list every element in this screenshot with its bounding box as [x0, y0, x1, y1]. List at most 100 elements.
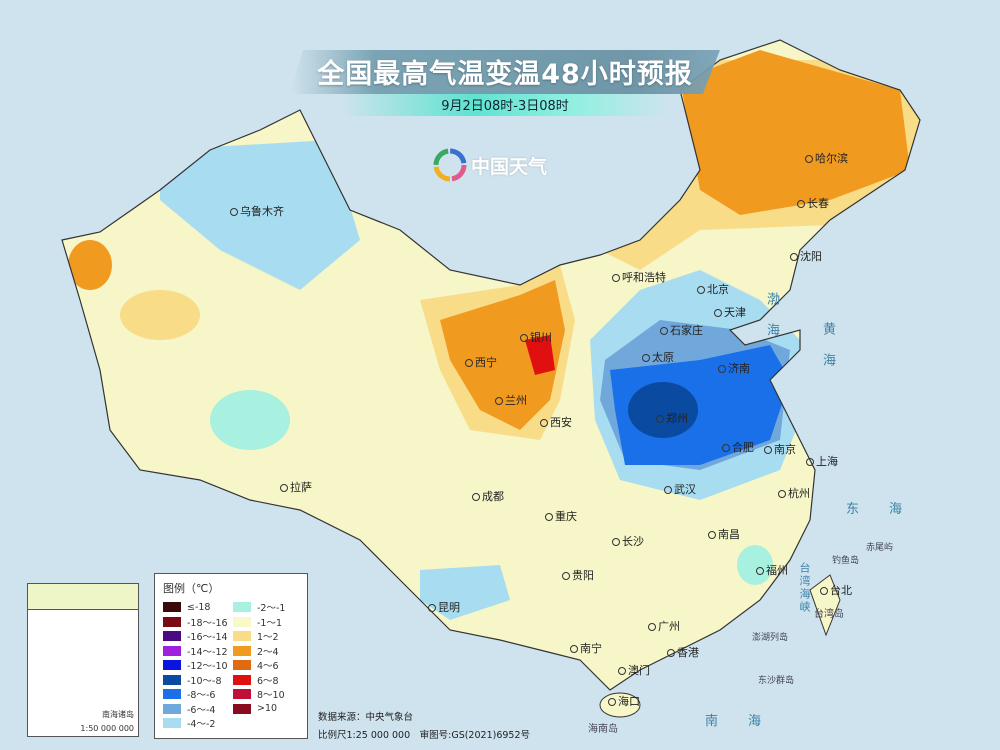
region-warm-patch	[120, 290, 200, 340]
legend-swatch	[163, 674, 181, 685]
city-label: 南京	[764, 443, 796, 456]
city-label: 重庆	[545, 510, 577, 523]
map-subtitle: 9月2日08时-3日08时	[441, 99, 569, 114]
south-china-sea-inset: 南海诸岛 1:50 000 000	[27, 583, 139, 737]
island-label: 东沙群岛	[758, 676, 795, 686]
city-label: 哈尔滨	[805, 152, 848, 165]
island-label: 赤尾屿	[866, 543, 894, 553]
city-label: 澳门	[618, 664, 650, 677]
city-label: 香港	[667, 646, 699, 659]
legend-item: -8～-6	[163, 687, 229, 702]
island-label: 钓鱼岛	[832, 556, 860, 566]
legend-swatch	[163, 718, 181, 729]
legend-swatch	[233, 689, 251, 700]
legend-title: 图例（℃）	[163, 582, 220, 595]
legend-label: -18～-16	[187, 617, 228, 629]
legend-swatch	[233, 703, 251, 714]
region-cool-patch	[210, 390, 290, 450]
city-label: 太原	[642, 351, 674, 364]
legend-item: -16～-14	[163, 629, 229, 644]
sea-donghai: 东海	[846, 502, 933, 517]
title-banner	[290, 50, 720, 94]
region-coldest-core	[628, 382, 698, 438]
legend-item: -18～-16	[163, 615, 229, 630]
city-label: 南宁	[570, 642, 602, 655]
legend-label: 8～10	[257, 690, 285, 702]
city-label: 长沙	[612, 535, 644, 548]
city-label: 南昌	[708, 528, 740, 541]
region-hot-core	[525, 335, 555, 375]
logo: 中国天气	[433, 148, 547, 182]
legend-label: 1～2	[257, 632, 279, 644]
city-label: 西宁	[465, 356, 497, 369]
city-label: 杭州	[778, 487, 810, 500]
legend-item: -6～-4	[163, 702, 229, 717]
legend-item: -1～1	[233, 615, 299, 630]
subtitle-bar	[340, 94, 670, 116]
city-label: 长春	[797, 197, 829, 210]
city-label: 昆明	[428, 601, 460, 614]
inset-title: 南海诸岛	[102, 710, 134, 719]
legend-label: 6～8	[257, 675, 279, 687]
city-label: 呼和浩特	[612, 271, 666, 284]
city-label: 拉萨	[280, 481, 312, 494]
city-label: 北京	[697, 283, 729, 296]
city-label: 武汉	[664, 483, 696, 496]
city-label: 天津	[714, 306, 746, 319]
legend-label: 4～6	[257, 661, 279, 673]
legend-item: -14～-12	[163, 644, 229, 659]
legend-swatch	[233, 602, 251, 613]
legend-label: -10～-8	[187, 675, 222, 687]
legend-swatch	[163, 689, 181, 700]
map-title: 全国最高气温变温48小时预报	[317, 59, 693, 90]
city-label: 西安	[540, 416, 572, 429]
city-label: 福州	[756, 564, 788, 577]
legend-label: -8～-6	[187, 690, 216, 702]
region-northeast-hot	[680, 50, 910, 215]
city-label: 合肥	[722, 441, 754, 454]
inset-land	[28, 584, 138, 610]
legend-item: ≤-18	[163, 600, 229, 615]
legend-swatch	[233, 616, 251, 627]
city-label: 乌鲁木齐	[230, 205, 284, 218]
legend-label: -1～1	[257, 617, 283, 629]
data-source: 数据来源：中央气象台	[318, 712, 414, 723]
island-label: 澎湖列岛	[752, 633, 789, 643]
region-northwest-hot	[440, 280, 565, 430]
city-label: 银川	[520, 331, 552, 344]
city-label: 成都	[472, 490, 504, 503]
source-info: 数据来源：中央气象台 比例尺1:25 000 000 审图号:GS(2021)6…	[318, 709, 530, 745]
legend-swatch	[163, 616, 181, 627]
legend-label: -16～-14	[187, 632, 228, 644]
sea-bohai: 渤海	[764, 292, 779, 354]
legend-swatch	[163, 660, 181, 671]
sea-huanghai: 黄海	[820, 322, 835, 384]
inset-scale: 1:50 000 000	[80, 724, 134, 733]
legend-swatch	[233, 631, 251, 642]
legend-label: -14～-12	[187, 646, 228, 658]
city-label: 贵阳	[562, 569, 594, 582]
city-label: 沈阳	[790, 250, 822, 263]
legend-item: -12～-10	[163, 658, 229, 673]
legend: 图例（℃） ≤-18 -18～-16 -16～-14 -14～-12 -12～-10 -1…	[154, 573, 308, 739]
city-label: 石家庄	[660, 324, 703, 337]
legend-item: >10	[233, 702, 299, 717]
legend-item: 2～4	[233, 644, 299, 659]
city-label: 广州	[648, 620, 680, 633]
legend-swatch	[163, 703, 181, 714]
sea-nanhai: 南海	[705, 714, 792, 729]
legend-label: -4～-2	[187, 719, 216, 731]
legend-swatch	[163, 645, 181, 656]
city-label: 海口	[608, 695, 640, 708]
legend-item: -2～-1	[233, 600, 299, 615]
scale-and-approval: 比例尺1:25 000 000 审图号:GS(2021)6952号	[318, 730, 530, 741]
city-label: 兰州	[495, 394, 527, 407]
sea-taiwan-strait: 台湾海峡	[798, 562, 811, 614]
legend-label: -2～-1	[257, 603, 286, 615]
legend-item: 8～10	[233, 687, 299, 702]
region-west-hot	[68, 240, 112, 290]
logo-text: 中国天气	[471, 155, 548, 178]
legend-item: 6～8	[233, 673, 299, 688]
island-label: 海南岛	[588, 724, 618, 735]
